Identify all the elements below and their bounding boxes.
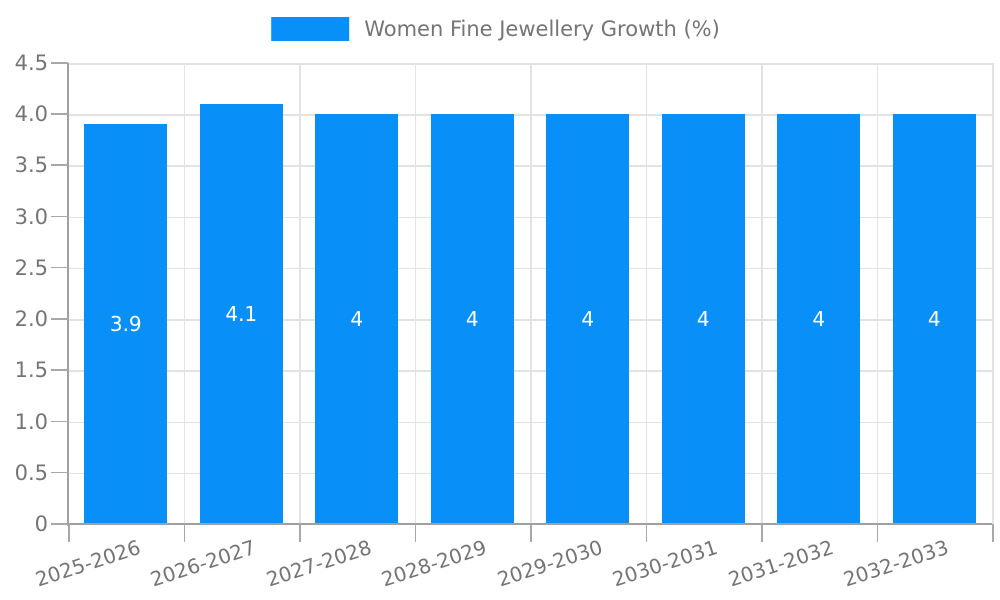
x-tick-label: 2028-2029 (378, 535, 490, 592)
bar-value-label: 4 (696, 307, 710, 332)
x-axis-tick (68, 524, 70, 542)
y-tick-label: 0 (34, 512, 48, 536)
bar (84, 124, 168, 524)
y-axis-tick (51, 113, 68, 115)
legend-swatch (271, 17, 350, 41)
x-gridline (761, 63, 763, 524)
x-tick-label: 2031-2032 (725, 535, 837, 592)
y-axis-tick (51, 523, 68, 525)
legend-label: Women Fine Jewellery Growth (%) (364, 17, 720, 41)
x-axis-tick (299, 524, 301, 542)
y-axis-tick (51, 420, 68, 423)
x-gridline (530, 63, 532, 524)
y-tick-label: 3.5 (14, 153, 48, 178)
y-axis-tick (51, 164, 68, 166)
x-tick-label: 2026-2027 (147, 535, 259, 592)
bar (315, 114, 399, 524)
x-axis-tick (761, 524, 763, 542)
bar-value-label: 4 (812, 307, 826, 332)
y-axis-tick (51, 369, 68, 371)
y-axis-tick (51, 62, 68, 64)
x-axis-tick (876, 524, 878, 542)
bar-value-label: 4 (927, 307, 941, 332)
y-tick-label: 1.0 (14, 409, 48, 434)
y-tick-label: 4.0 (14, 102, 48, 127)
x-gridline (876, 63, 878, 524)
x-axis-tick (414, 524, 416, 542)
x-gridline (414, 63, 416, 524)
y-axis-tick (51, 266, 68, 269)
x-axis-tick (645, 524, 647, 542)
x-gridline (645, 63, 647, 524)
y-axis-tick (51, 318, 68, 320)
bar-value-label: 4 (465, 307, 479, 332)
x-tick-label: 2027-2028 (263, 535, 375, 592)
legend: Women Fine Jewellery Growth (%) (271, 17, 720, 41)
bar (430, 114, 514, 524)
x-tick-label: 2030-2031 (609, 535, 721, 592)
bar (199, 103, 283, 524)
bar (546, 114, 630, 524)
x-gridline (299, 63, 301, 524)
bar (892, 114, 976, 524)
y-tick-label: 2.5 (14, 255, 48, 280)
x-axis-tick (183, 524, 185, 542)
y-axis-tick (51, 215, 68, 218)
x-tick-label: 2032-2033 (840, 535, 952, 592)
y-tick-label: 4.5 (14, 51, 48, 75)
bar-value-label: 3.9 (109, 312, 142, 337)
x-tick-label: 2029-2030 (494, 535, 606, 592)
y-tick-label: 0.5 (14, 460, 48, 485)
x-axis-tick (992, 524, 994, 542)
y-axis-line (67, 63, 69, 526)
x-axis-tick (530, 524, 532, 542)
x-gridline (183, 63, 185, 524)
x-gridline (992, 63, 994, 524)
bar (661, 114, 745, 524)
y-tick-label: 3.0 (14, 204, 48, 229)
bar-value-label: 4 (350, 307, 364, 332)
bar (777, 114, 861, 524)
y-tick-label: 1.5 (14, 358, 48, 383)
bar-value-label: 4 (581, 307, 595, 332)
y-axis-tick (51, 471, 68, 474)
bar-value-label: 4.1 (225, 301, 258, 326)
x-tick-label: 2025-2026 (32, 535, 144, 592)
y-tick-label: 2.0 (14, 307, 48, 332)
